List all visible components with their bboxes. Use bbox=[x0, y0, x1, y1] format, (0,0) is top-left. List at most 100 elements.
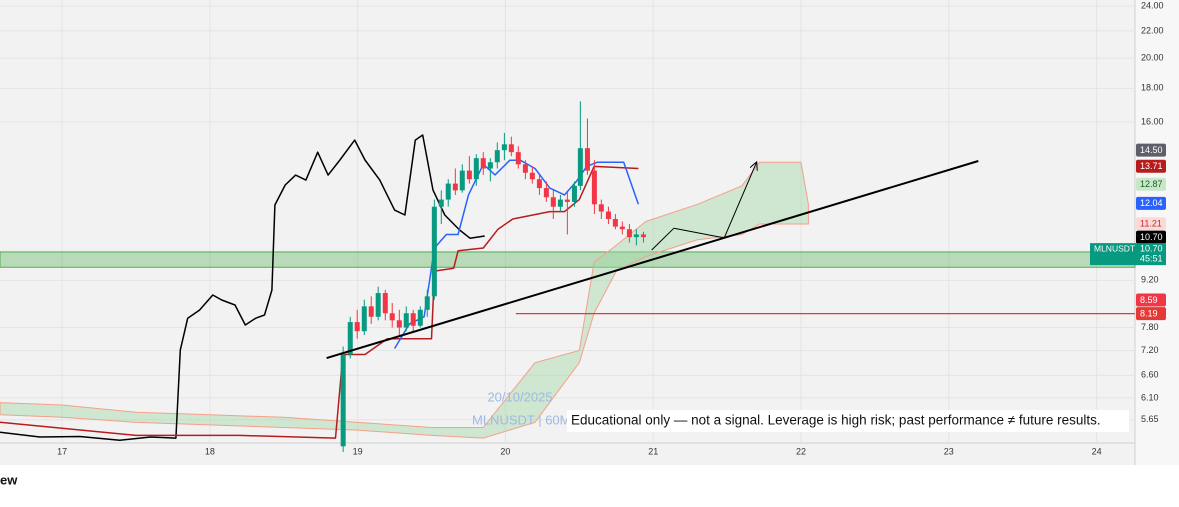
candle-body bbox=[487, 162, 493, 169]
candle-body bbox=[452, 183, 458, 191]
candle-body bbox=[459, 170, 465, 191]
indicator-line bbox=[0, 165, 639, 439]
y-tick-label: 6.60 bbox=[1141, 370, 1159, 380]
candle-body bbox=[633, 234, 639, 238]
y-tick-label: 16.00 bbox=[1141, 116, 1164, 126]
x-tick-label: 23 bbox=[944, 446, 954, 456]
symbol-badge bbox=[1090, 243, 1166, 266]
price-badge bbox=[1136, 307, 1166, 321]
watermark-symbol: MLNUSDT | 60M bbox=[472, 412, 571, 427]
symbol-badge-name: MLNUSDT bbox=[1094, 243, 1135, 253]
candle-body bbox=[564, 199, 570, 202]
candle-body bbox=[382, 293, 388, 314]
price-badge-label: 8.19 bbox=[1140, 308, 1158, 318]
candle-body bbox=[354, 322, 360, 332]
y-tick-label: 6.10 bbox=[1141, 392, 1159, 402]
candle-body bbox=[375, 293, 381, 317]
symbol-badge-price: 10.70 bbox=[1140, 243, 1163, 253]
candle-body bbox=[403, 313, 409, 328]
candle-body bbox=[550, 197, 556, 207]
price-badge-label: 12.04 bbox=[1140, 198, 1163, 208]
candle-body bbox=[626, 229, 632, 238]
candle-body bbox=[389, 313, 395, 321]
price-badge bbox=[1136, 230, 1166, 244]
price-badge bbox=[1136, 159, 1166, 173]
price-badge bbox=[1136, 143, 1166, 157]
x-tick-label: 24 bbox=[1092, 446, 1102, 456]
indicator-line bbox=[0, 134, 485, 442]
candle-body bbox=[410, 313, 416, 326]
disclaimer-box bbox=[567, 410, 1129, 432]
y-tick-label: 7.80 bbox=[1141, 322, 1159, 332]
price-badge-label: 12.87 bbox=[1140, 179, 1163, 189]
price-badge bbox=[1136, 217, 1166, 231]
candle-body bbox=[396, 320, 402, 328]
candle-body bbox=[529, 172, 535, 180]
candle-body bbox=[361, 306, 367, 332]
candle-body bbox=[347, 322, 353, 355]
candle-body bbox=[598, 204, 604, 212]
support-zone bbox=[0, 251, 1136, 268]
candle-body bbox=[577, 148, 583, 186]
candle-body bbox=[640, 234, 646, 238]
candle-body bbox=[536, 179, 542, 189]
candle-body bbox=[473, 158, 479, 180]
marks bbox=[0, 101, 1136, 452]
labels: 20/10/2025 MLNUSDT | 60M Educational onl… bbox=[0, 389, 1129, 487]
price-badge bbox=[1136, 177, 1166, 191]
x-tick-label: 21 bbox=[648, 446, 658, 456]
candle-body bbox=[522, 164, 528, 173]
candle-body bbox=[480, 158, 486, 169]
candle-body bbox=[368, 306, 374, 317]
candle-body bbox=[515, 152, 521, 165]
candle-body bbox=[431, 206, 437, 297]
price-badge-label: 11.21 bbox=[1140, 219, 1162, 229]
candle-body bbox=[591, 170, 597, 205]
x-tick-label: 17 bbox=[57, 446, 67, 456]
disclaimer: Educational only — not a signal. Leverag… bbox=[571, 413, 1101, 428]
price-badge-label: 8.59 bbox=[1140, 295, 1158, 305]
background bbox=[0, 0, 1179, 465]
candle-body bbox=[508, 144, 514, 153]
candle-body bbox=[417, 309, 423, 326]
price-badge-label: 13.71 bbox=[1140, 161, 1163, 171]
grid bbox=[0, 0, 1135, 443]
y-tick-label: 24.00 bbox=[1141, 0, 1164, 10]
candle-body bbox=[501, 144, 507, 151]
candle-body bbox=[466, 170, 472, 180]
candle-body bbox=[557, 199, 563, 207]
price-badge-label: 10.70 bbox=[1140, 232, 1163, 242]
y-tick-label: 5.65 bbox=[1141, 414, 1159, 424]
candle-body bbox=[619, 226, 625, 230]
x-tick-label: 19 bbox=[353, 446, 363, 456]
x-tick-label: 20 bbox=[500, 446, 510, 456]
y-tick-label: 9.20 bbox=[1141, 275, 1159, 285]
projection-arrow bbox=[651, 162, 757, 251]
y-tick-label: 22.00 bbox=[1141, 25, 1164, 35]
candle-body bbox=[445, 183, 451, 200]
candle-body bbox=[612, 218, 618, 227]
watermark-date: 20/10/2025 bbox=[487, 389, 552, 404]
price-badge bbox=[1136, 293, 1166, 307]
x-tick-label: 22 bbox=[796, 446, 806, 456]
y-tick-label: 7.20 bbox=[1141, 345, 1159, 355]
y-tick-label: 18.00 bbox=[1141, 83, 1164, 93]
symbol-badge-countdown: 45:51 bbox=[1140, 253, 1163, 263]
ichimoku-cloud bbox=[0, 161, 809, 439]
x-tick-label: 18 bbox=[205, 446, 215, 456]
candle-body bbox=[584, 148, 590, 171]
y-tick-label: 20.00 bbox=[1141, 53, 1164, 63]
candle-body bbox=[571, 185, 577, 202]
candle-body bbox=[494, 150, 500, 163]
price-badge-label: 14.50 bbox=[1140, 145, 1163, 155]
candle-body bbox=[424, 296, 430, 310]
candle-body bbox=[340, 354, 346, 447]
branding: ew bbox=[0, 472, 18, 487]
candle-body bbox=[438, 199, 444, 207]
candle-body bbox=[543, 188, 549, 198]
trendline bbox=[326, 160, 979, 360]
candle-body bbox=[605, 211, 611, 219]
price-badge bbox=[1136, 196, 1166, 210]
